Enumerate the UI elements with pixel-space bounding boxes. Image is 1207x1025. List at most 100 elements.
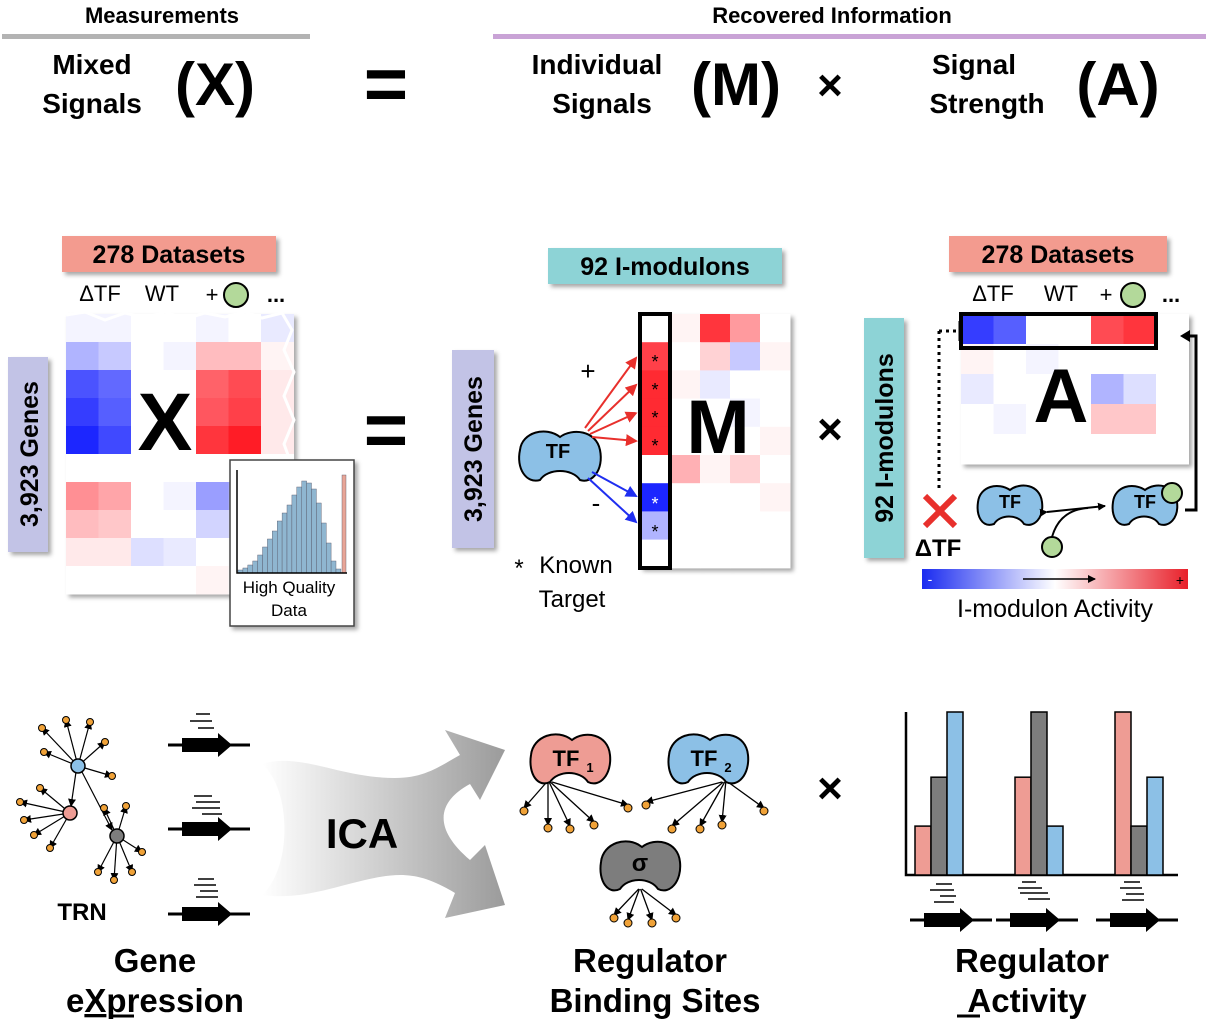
x-heat-cell — [66, 510, 99, 539]
m-heat-cell — [730, 398, 761, 428]
histogram-bar — [291, 494, 297, 574]
histogram-bar — [306, 482, 312, 574]
trn-leaf-node — [110, 876, 118, 884]
a-heat-cell — [1123, 434, 1157, 465]
chart-axes — [904, 712, 1178, 877]
binding-site-node — [565, 824, 575, 834]
dotted-knockout-line — [937, 329, 958, 490]
tf2-label: TF — [691, 746, 718, 771]
x-heat-cell — [98, 510, 132, 539]
m-heat-cell — [730, 483, 761, 512]
trn-leaf-node — [30, 831, 38, 839]
activity-scale-caption: I-modulon Activity — [957, 595, 1153, 623]
recovered-rule — [493, 34, 1206, 39]
x-datasets-badge-label: 278 Datasets — [93, 241, 246, 269]
binding-site-node — [671, 913, 681, 923]
x-heat-cell — [131, 454, 164, 483]
matrix-equals: = — [364, 388, 408, 473]
x-heat-cell — [163, 566, 197, 595]
minus-sign: - — [592, 488, 601, 518]
a-heat-cell — [1156, 344, 1189, 375]
binding-edge — [639, 888, 654, 921]
m-heat-cell — [760, 483, 791, 512]
regulator-activity-chart — [904, 711, 1178, 932]
trn-edge — [81, 771, 113, 831]
x-heat-cell — [163, 538, 197, 567]
trn-leaf-node — [46, 844, 54, 852]
activity-bar-gray — [930, 776, 948, 876]
a-heat-cell — [1156, 404, 1189, 435]
a-ligand-circle-icon — [1120, 282, 1146, 308]
trn-edges — [19, 719, 143, 881]
histogram-bar — [252, 560, 258, 574]
histogram-bar — [316, 502, 322, 574]
a-heat-cell — [1058, 314, 1092, 345]
x-heat-cell — [163, 454, 197, 483]
m-genes-label-bg — [452, 350, 494, 548]
a-col-dtf: ΔTF — [972, 281, 1014, 306]
x-heat-cell — [196, 370, 229, 399]
histogram-bar — [321, 522, 327, 574]
m-heat-cell — [700, 455, 731, 484]
m-heat-cell — [760, 539, 791, 569]
x-heat-cell — [66, 538, 99, 567]
m-heat-cell — [700, 314, 731, 343]
histogram-bar — [286, 504, 293, 574]
x-heat-cell — [98, 454, 132, 483]
activity-line1: Regulator — [955, 942, 1109, 979]
a-heat-cell — [1026, 374, 1059, 405]
histogram-bar — [262, 546, 268, 574]
histogram-bar — [296, 486, 302, 574]
m-heat-cell — [760, 370, 791, 400]
a-tf-shape-bound — [1111, 484, 1179, 526]
x-heat-cell — [98, 398, 132, 427]
a-heat-cell — [961, 314, 994, 345]
x-heat-cell — [261, 342, 294, 371]
trn-hub-red — [62, 805, 78, 821]
scale-plus: + — [1176, 572, 1184, 588]
gene-3-arrow — [182, 902, 232, 926]
mixed-label-line1: Mixed — [52, 49, 131, 80]
x-heat-cell — [66, 426, 99, 455]
binding-edge — [551, 781, 629, 807]
m-heat-cell — [640, 398, 671, 428]
ligand-circle-icon — [223, 282, 249, 308]
binding-edge — [727, 781, 765, 809]
x-heat-cell — [66, 482, 99, 511]
known-target-line2: Target — [539, 586, 606, 613]
x-heat-cell — [228, 314, 262, 343]
a-heat-cell — [1026, 404, 1059, 435]
trn-nodes — [16, 716, 146, 884]
x-col-dtf: ΔTF — [79, 281, 121, 306]
x-heat-cell — [196, 566, 229, 595]
x-symbol: (X) — [175, 51, 255, 118]
x-heat-cell — [163, 398, 197, 427]
m-highlight-column — [638, 312, 672, 570]
gene-expression-line2: eXpression — [66, 982, 244, 1019]
binding-site-node — [641, 800, 651, 810]
knockout-x-icon — [922, 493, 958, 529]
x-col-plus: + — [206, 282, 219, 307]
matrix-times: × — [817, 405, 843, 454]
a-matrix-letter: A — [1034, 354, 1089, 439]
histogram-bar — [311, 488, 317, 574]
x-genes-label: 3,923 Genes — [16, 381, 44, 527]
a-heat-cell — [1091, 314, 1124, 345]
recovered-heading: Recovered Information — [712, 3, 952, 28]
x-heat-cell — [228, 398, 262, 427]
m-heat-cell — [640, 483, 671, 512]
trn-leaf-node — [101, 738, 109, 746]
x-heat-cell — [163, 482, 197, 511]
activity-bar-red — [914, 825, 932, 876]
a-heat-cell — [1058, 404, 1092, 435]
m-heat-cell — [670, 539, 701, 569]
x-heat-cell — [196, 342, 229, 371]
x-matrix-panel: 278 Datasets ΔTF WT + ... 3,923 Genes X … — [8, 236, 355, 627]
m-imodulons-badge-label: 92 I-modulons — [580, 253, 749, 281]
individual-label-line1: Individual — [532, 49, 663, 80]
histogram-inset: High Quality Data — [229, 459, 355, 627]
a-heat-cell — [993, 434, 1027, 465]
activity-gene-1-arrow — [924, 908, 974, 932]
binding-edge — [548, 781, 571, 827]
header: Measurements Recovered Information Mixed… — [2, 3, 1206, 127]
